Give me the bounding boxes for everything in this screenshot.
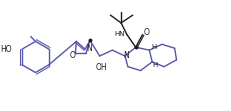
Text: O: O <box>143 28 149 37</box>
Text: HN: HN <box>114 31 125 37</box>
Text: H: H <box>152 62 157 68</box>
Text: N: N <box>86 44 91 53</box>
Text: HO: HO <box>1 45 12 54</box>
Text: N: N <box>123 51 128 59</box>
Text: H: H <box>151 44 156 50</box>
Text: O: O <box>69 52 75 60</box>
Text: OH: OH <box>95 63 107 72</box>
